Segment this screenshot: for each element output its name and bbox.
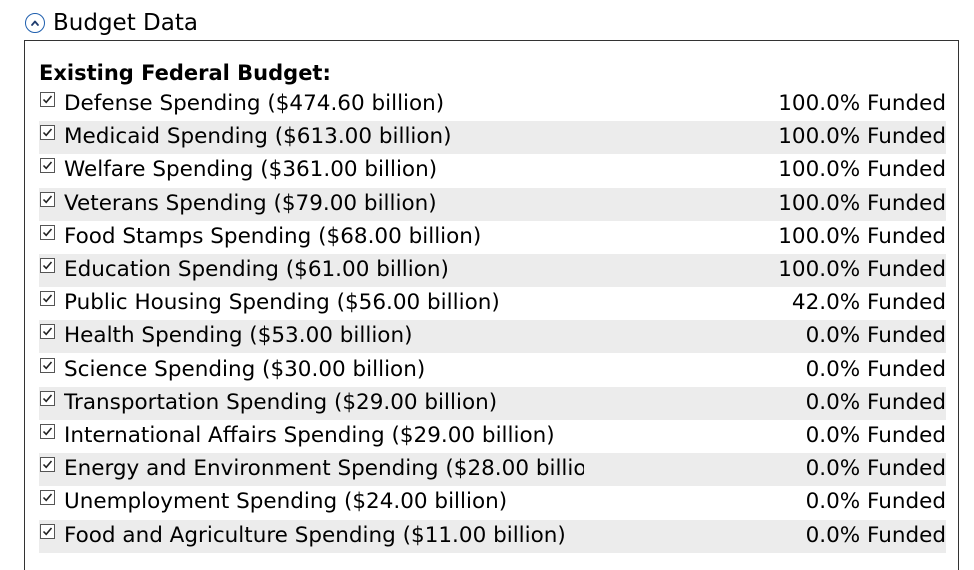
budget-item-funded-status: 100.0% Funded xyxy=(778,124,946,150)
checkmark-icon xyxy=(42,361,53,370)
budget-item-label: International Affairs Spending ($29.00 b… xyxy=(64,423,555,448)
budget-item-checkbox[interactable] xyxy=(40,258,55,273)
collapse-toggle-button[interactable] xyxy=(25,13,45,33)
budget-item-checkbox[interactable] xyxy=(40,125,55,141)
budget-item-label: Medicaid Spending ($613.00 billion) xyxy=(64,124,452,150)
budget-item-label: Health Spending ($53.00 billion) xyxy=(64,323,413,349)
budget-item-funded-status: 100.0% Funded xyxy=(778,257,946,282)
budget-item-funded-status: 100.0% Funded xyxy=(778,91,946,116)
budget-item-checkbox[interactable] xyxy=(40,224,55,240)
budget-item-funded-status: 100.0% Funded xyxy=(778,223,946,249)
budget-item-checkbox[interactable] xyxy=(40,390,55,406)
budget-item-row: Health Spending ($53.00 billion) 0.0% Fun… xyxy=(39,320,946,354)
budget-item-funded-status: 0.0% Funded xyxy=(805,489,946,515)
budget-item-label: Defense Spending ($474.60 billion) xyxy=(64,91,445,116)
checkmark-icon xyxy=(42,427,53,436)
budget-item-row: Science Spending ($30.00 billion) 0.0% Fu… xyxy=(39,354,946,387)
budget-item-checkbox[interactable] xyxy=(40,490,55,506)
budget-item-row: Education Spending ($61.00 billion) 100.0… xyxy=(39,254,946,287)
checkmark-icon xyxy=(42,195,53,204)
budget-item-label: Transportation Spending ($29.00 billion) xyxy=(64,389,498,415)
checkmark-icon xyxy=(42,261,53,270)
checkmark-icon xyxy=(42,327,53,336)
budget-item-checkbox[interactable] xyxy=(40,191,55,207)
budget-item-row: Public Housing Spending ($56.00 billion)… xyxy=(39,287,946,320)
chevron-up-icon xyxy=(31,20,39,26)
budget-data-header: Budget Data xyxy=(25,8,198,38)
budget-item-checkbox[interactable] xyxy=(40,523,55,539)
budget-item-row: Food Stamps Spending ($68.00 billion) 100… xyxy=(39,221,946,254)
checkmark-icon xyxy=(42,128,53,137)
budget-item-funded-status: 0.0% Funded xyxy=(805,423,946,448)
budget-item-label: Unemployment Spending ($24.00 billion) xyxy=(64,489,508,515)
budget-item-label: Welfare Spending ($361.00 billion) xyxy=(64,157,438,183)
budget-item-checkbox[interactable] xyxy=(40,424,55,439)
budget-item-row: Unemployment Spending ($24.00 billion) 0.… xyxy=(39,486,946,519)
budget-item-row: Food and Agriculture Spending ($11.00 bi… xyxy=(39,519,946,553)
budget-item-funded-status: 0.0% Funded xyxy=(805,456,946,482)
checkmark-icon xyxy=(42,493,53,502)
budget-item-label: Public Housing Spending ($56.00 billion) xyxy=(64,290,500,316)
budget-panel: Existing Federal Budget: Defense Spendin… xyxy=(24,40,959,570)
budget-item-checkbox[interactable] xyxy=(40,457,55,473)
budget-item-row: Defense Spending ($474.60 billion) 100.0%… xyxy=(39,88,946,121)
budget-item-row: Energy and Environment Spending ($28.00 … xyxy=(39,453,946,487)
checkmark-icon xyxy=(42,394,53,403)
checkmark-icon xyxy=(42,161,53,170)
budget-item-label: Energy and Environment Spending ($28.00 … xyxy=(64,456,584,482)
budget-item-checkbox[interactable] xyxy=(40,92,55,107)
budget-item-funded-status: 100.0% Funded xyxy=(778,157,946,183)
budget-item-checkbox[interactable] xyxy=(40,324,55,340)
budget-item-funded-status: 42.0% Funded xyxy=(791,290,946,316)
budget-item-checkbox[interactable] xyxy=(40,291,55,307)
budget-item-funded-status: 0.0% Funded xyxy=(805,389,946,415)
checkmark-icon xyxy=(42,228,53,237)
budget-item-row: International Affairs Spending ($29.00 b… xyxy=(39,420,946,453)
budget-item-label: Education Spending ($61.00 billion) xyxy=(64,257,449,282)
budget-item-row: Welfare Spending ($361.00 billion) 100.0%… xyxy=(39,154,946,187)
checkmark-icon xyxy=(42,294,53,303)
budget-item-checkbox[interactable] xyxy=(40,158,55,174)
budget-item-funded-status: 0.0% Funded xyxy=(805,522,946,548)
budget-item-label: Food and Agriculture Spending ($11.00 bi… xyxy=(64,522,566,548)
checkmark-icon xyxy=(42,95,53,104)
section-title: Budget Data xyxy=(53,10,198,36)
budget-item-row: Transportation Spending ($29.00 billion)… xyxy=(39,386,946,420)
checkmark-icon xyxy=(42,460,53,469)
budget-item-funded-status: 0.0% Funded xyxy=(805,323,946,349)
budget-item-funded-status: 0.0% Funded xyxy=(805,356,946,382)
budget-item-row: Veterans Spending ($79.00 billion) 100.0%… xyxy=(39,187,946,221)
budget-item-label: Food Stamps Spending ($68.00 billion) xyxy=(64,223,482,249)
budget-item-row: Medicaid Spending ($613.00 billion) 100.0… xyxy=(39,121,946,155)
budget-item-funded-status: 100.0% Funded xyxy=(778,190,946,216)
panel-heading: Existing Federal Budget: xyxy=(39,61,331,85)
checkmark-icon xyxy=(42,527,53,536)
budget-item-label: Science Spending ($30.00 billion) xyxy=(64,356,426,382)
budget-item-label: Veterans Spending ($79.00 billion) xyxy=(64,190,437,216)
budget-item-checkbox[interactable] xyxy=(40,357,55,373)
